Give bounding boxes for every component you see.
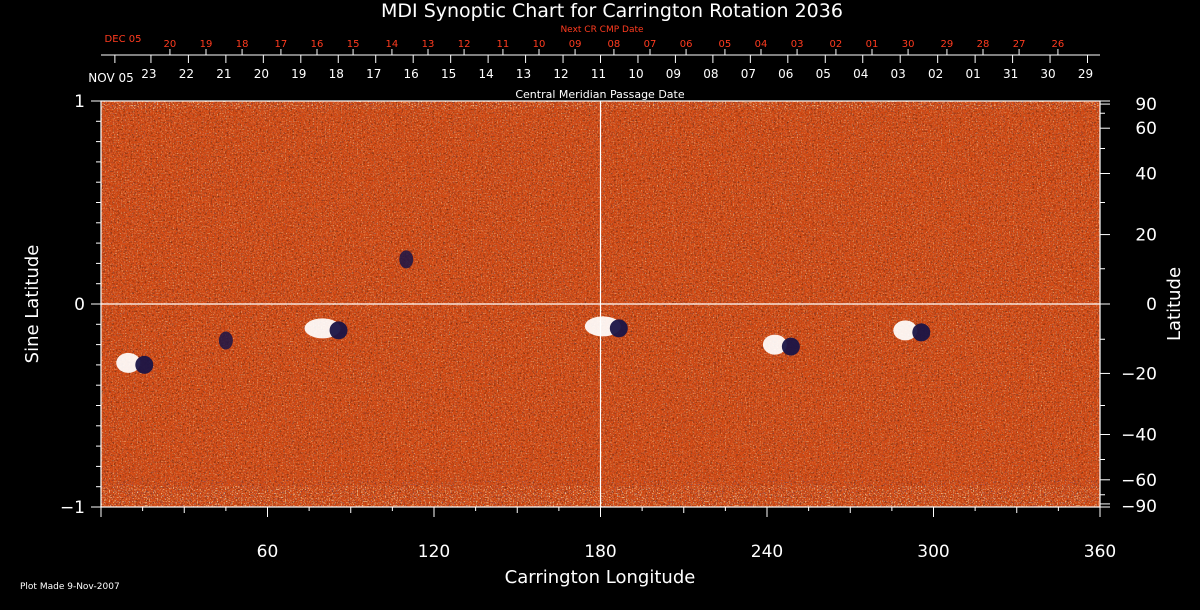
right-tick-label: 0 bbox=[1146, 295, 1157, 315]
negative-polarity-spot bbox=[609, 319, 628, 338]
next-cr-date-label: 14 bbox=[386, 39, 399, 50]
cmp-date-label: 17 bbox=[366, 67, 381, 81]
right-tick-label: 60 bbox=[1135, 119, 1157, 139]
positive-polarity-spot bbox=[762, 334, 787, 355]
left-tick-label: 1 bbox=[74, 92, 85, 112]
next-cr-date-label: 16 bbox=[311, 39, 324, 50]
cmp-date-label: 08 bbox=[703, 67, 718, 81]
next-cr-date-label: 27 bbox=[1013, 39, 1026, 50]
cmp-label: Central Meridian Passage Date bbox=[515, 88, 684, 101]
cmp-date-label: 19 bbox=[291, 67, 306, 81]
active-region bbox=[893, 320, 931, 342]
next-cr-date-label: 09 bbox=[569, 39, 582, 50]
right-tick-label: −90 bbox=[1121, 497, 1157, 517]
left-axis-label: Sine Latitude bbox=[22, 245, 43, 364]
cmp-date-label: 29 bbox=[1078, 67, 1093, 81]
cmp-date-label: 04 bbox=[853, 67, 868, 81]
cmp-date-label: 07 bbox=[741, 67, 756, 81]
next-cr-date-label: 28 bbox=[977, 39, 990, 50]
active-region bbox=[762, 334, 800, 356]
next-cr-date-label: 03 bbox=[791, 39, 804, 50]
next-cr-date-label: 13 bbox=[422, 39, 435, 50]
x-tick-label: 120 bbox=[418, 542, 450, 562]
cmp-date-label: 15 bbox=[441, 67, 456, 81]
left-tick-label: −1 bbox=[60, 498, 85, 518]
next-cr-date-label: 12 bbox=[458, 39, 471, 50]
right-axis-label: Latitude bbox=[1164, 267, 1185, 341]
negative-polarity-spot bbox=[329, 321, 348, 340]
next-cr-date-label: 29 bbox=[941, 39, 954, 50]
cmp-date-label: 20 bbox=[254, 67, 269, 81]
next-cr-date-label: 10 bbox=[533, 39, 546, 50]
next-cr-date-label: 15 bbox=[347, 39, 360, 50]
cmp-date-label: 03 bbox=[891, 67, 906, 81]
negative-polarity-spot bbox=[399, 250, 414, 269]
cmp-date-label: 01 bbox=[965, 67, 980, 81]
next-cr-date-label: 26 bbox=[1052, 39, 1065, 50]
active-region bbox=[116, 352, 154, 374]
cmp-date-label: 02 bbox=[928, 67, 943, 81]
left-tick-label: 0 bbox=[74, 295, 85, 315]
next-cr-date-label: 02 bbox=[830, 39, 843, 50]
next-cr-date-label: 06 bbox=[680, 39, 693, 50]
cmp-date-label: 13 bbox=[516, 67, 531, 81]
cmp-date-label: 12 bbox=[553, 67, 568, 81]
cmp-date-label: 22 bbox=[179, 67, 194, 81]
cmp-date-label: 16 bbox=[404, 67, 419, 81]
cmp-date-label: 09 bbox=[666, 67, 681, 81]
next-cr-date-label: 05 bbox=[719, 39, 732, 50]
positive-polarity-spot bbox=[893, 320, 918, 341]
active-region bbox=[399, 250, 414, 269]
next-cr-date-label: 07 bbox=[644, 39, 657, 50]
x-tick-label: 300 bbox=[917, 542, 949, 562]
x-tick-label: 240 bbox=[751, 542, 783, 562]
negative-polarity-spot bbox=[781, 337, 800, 356]
cmp-date-label: 11 bbox=[591, 67, 606, 81]
negative-polarity-spot bbox=[218, 331, 233, 350]
next-cr-date-label: 11 bbox=[497, 39, 510, 50]
negative-polarity-spot bbox=[912, 323, 931, 342]
positive-polarity-spot bbox=[116, 352, 141, 373]
right-tick-label: 40 bbox=[1135, 165, 1157, 185]
x-tick-label: 180 bbox=[584, 542, 616, 562]
cmp-date-label: 06 bbox=[778, 67, 793, 81]
cmp-date-label: 21 bbox=[216, 67, 231, 81]
next-cr-date-label: 04 bbox=[755, 39, 768, 50]
right-tick-label: −60 bbox=[1121, 471, 1157, 491]
right-tick-label: −20 bbox=[1121, 364, 1157, 384]
x-tick-label: 60 bbox=[257, 542, 279, 562]
next-cr-date-label: 30 bbox=[902, 39, 915, 50]
next-cr-date-label: 18 bbox=[236, 39, 249, 50]
chart-title: MDI Synoptic Chart for Carrington Rotati… bbox=[381, 0, 843, 22]
next-cr-label: Next CR CMP Date bbox=[560, 25, 644, 35]
next-cr-date-label: 17 bbox=[275, 39, 288, 50]
negative-polarity-spot bbox=[135, 355, 154, 374]
right-tick-label: −40 bbox=[1121, 425, 1157, 445]
cmp-date-label: 31 bbox=[1003, 67, 1018, 81]
next-cr-date-first: DEC 05 bbox=[105, 34, 142, 45]
cmp-date-label: 23 bbox=[141, 67, 156, 81]
cmp-date-label: 30 bbox=[1040, 67, 1055, 81]
right-tick-label: 20 bbox=[1135, 226, 1157, 246]
next-cr-date-label: 01 bbox=[866, 39, 879, 50]
plot-made-note: Plot Made 9-Nov-2007 bbox=[20, 582, 120, 592]
cmp-date-label: 18 bbox=[329, 67, 344, 81]
x-axis-label: Carrington Longitude bbox=[505, 567, 696, 588]
right-tick-label: 90 bbox=[1135, 95, 1157, 115]
x-tick-label: 360 bbox=[1084, 542, 1116, 562]
active-region bbox=[218, 331, 233, 350]
next-cr-date-label: 19 bbox=[200, 39, 213, 50]
next-cr-date-label: 20 bbox=[164, 39, 177, 50]
cmp-date-label: 14 bbox=[478, 67, 493, 81]
cmp-date-label: 05 bbox=[816, 67, 831, 81]
active-region bbox=[304, 318, 348, 340]
cmp-date-first: NOV 05 bbox=[88, 71, 134, 85]
active-region bbox=[584, 316, 628, 338]
cmp-date-label: 10 bbox=[628, 67, 643, 81]
next-cr-date-label: 08 bbox=[608, 39, 621, 50]
